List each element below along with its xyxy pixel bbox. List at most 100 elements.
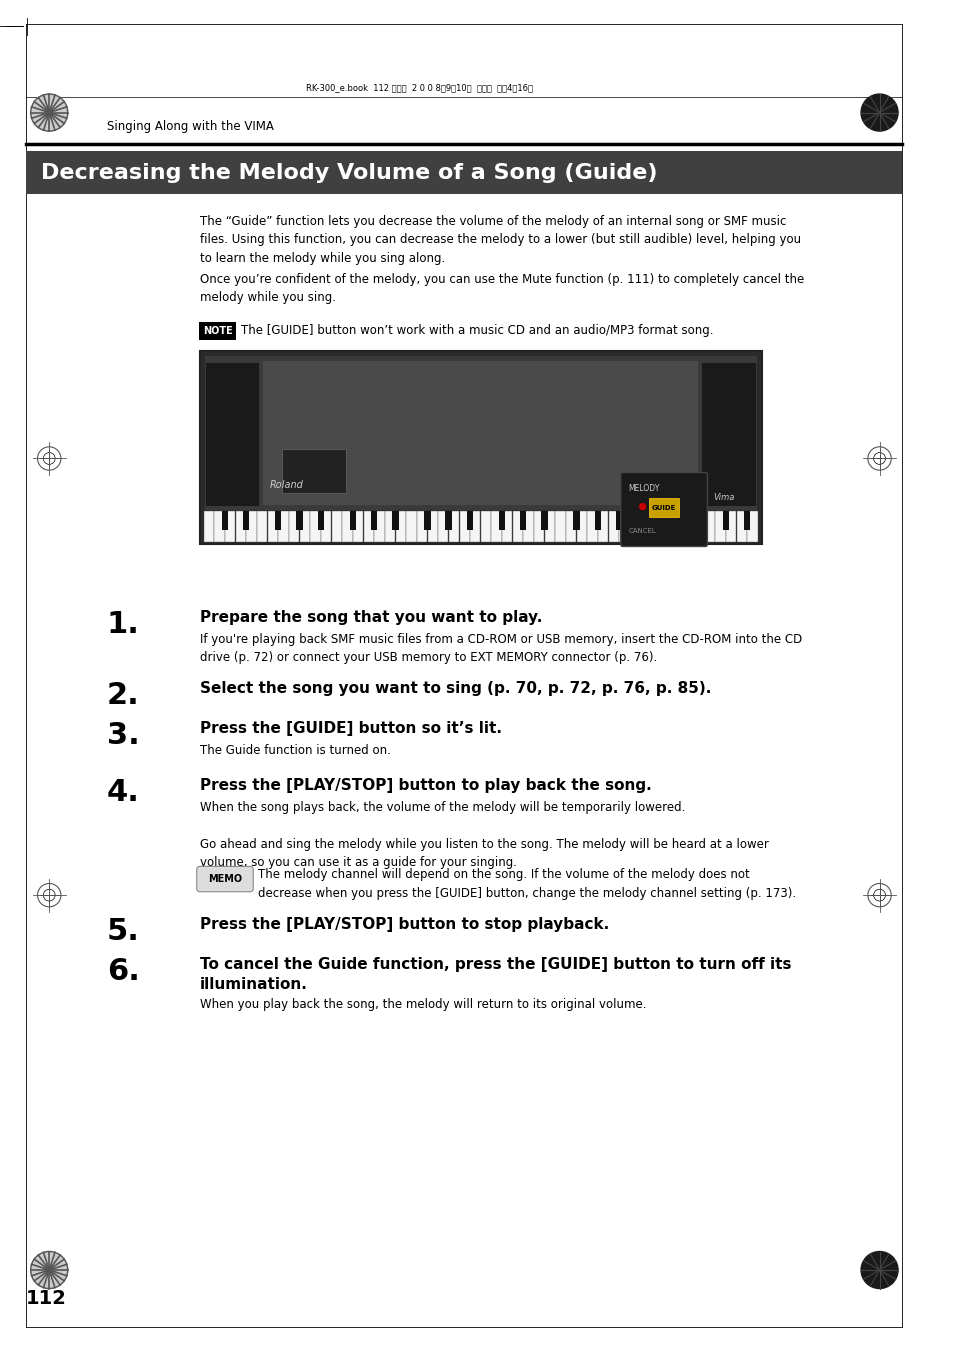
- FancyBboxPatch shape: [594, 512, 600, 530]
- Circle shape: [861, 95, 897, 131]
- FancyBboxPatch shape: [246, 512, 256, 542]
- FancyBboxPatch shape: [374, 512, 384, 542]
- Text: 4.: 4.: [107, 778, 139, 807]
- FancyBboxPatch shape: [289, 512, 299, 542]
- FancyBboxPatch shape: [647, 512, 654, 530]
- FancyBboxPatch shape: [27, 151, 902, 195]
- Text: 112: 112: [27, 1289, 67, 1308]
- FancyBboxPatch shape: [371, 512, 376, 530]
- Text: To cancel the Guide function, press the [GUIDE] button to turn off its
illuminat: To cancel the Guide function, press the …: [199, 958, 790, 992]
- FancyBboxPatch shape: [320, 512, 331, 542]
- FancyBboxPatch shape: [310, 512, 320, 542]
- FancyBboxPatch shape: [690, 512, 697, 530]
- Text: GUIDE: GUIDE: [651, 504, 676, 511]
- FancyBboxPatch shape: [519, 512, 526, 530]
- FancyBboxPatch shape: [544, 512, 555, 542]
- Text: Roland: Roland: [270, 480, 303, 490]
- Text: Singing Along with the VIMA: Singing Along with the VIMA: [107, 120, 274, 134]
- FancyBboxPatch shape: [198, 322, 236, 339]
- Text: When you play back the song, the melody will return to its original volume.: When you play back the song, the melody …: [199, 998, 645, 1012]
- FancyBboxPatch shape: [661, 512, 672, 542]
- FancyBboxPatch shape: [243, 512, 249, 530]
- FancyBboxPatch shape: [199, 351, 760, 543]
- FancyBboxPatch shape: [682, 512, 693, 542]
- FancyBboxPatch shape: [534, 512, 544, 542]
- FancyBboxPatch shape: [491, 512, 501, 542]
- FancyBboxPatch shape: [618, 512, 629, 542]
- FancyBboxPatch shape: [594, 512, 600, 530]
- Text: The [GUIDE] button won’t work with a music CD and an audio/MP3 format song.: The [GUIDE] button won’t work with a mus…: [240, 324, 712, 338]
- Text: When the song plays back, the volume of the melody will be temporarily lowered.
: When the song plays back, the volume of …: [199, 801, 768, 870]
- Text: Press the [PLAY/STOP] button to stop playback.: Press the [PLAY/STOP] button to stop pla…: [199, 917, 608, 932]
- FancyBboxPatch shape: [598, 512, 608, 542]
- FancyBboxPatch shape: [501, 512, 512, 542]
- FancyBboxPatch shape: [498, 512, 505, 530]
- FancyBboxPatch shape: [427, 512, 437, 542]
- FancyBboxPatch shape: [296, 512, 302, 530]
- FancyBboxPatch shape: [445, 512, 452, 530]
- FancyBboxPatch shape: [725, 512, 736, 542]
- FancyBboxPatch shape: [204, 512, 213, 542]
- FancyBboxPatch shape: [620, 473, 707, 547]
- Text: Press the [PLAY/STOP] button to play back the song.: Press the [PLAY/STOP] button to play bac…: [199, 778, 651, 793]
- Text: Press the [GUIDE] button so it’s lit.: Press the [GUIDE] button so it’s lit.: [199, 721, 501, 736]
- FancyBboxPatch shape: [466, 512, 473, 530]
- FancyBboxPatch shape: [672, 512, 682, 542]
- FancyBboxPatch shape: [371, 512, 376, 530]
- FancyBboxPatch shape: [459, 512, 469, 542]
- FancyBboxPatch shape: [392, 512, 398, 530]
- FancyBboxPatch shape: [466, 512, 473, 530]
- FancyBboxPatch shape: [540, 512, 547, 530]
- FancyBboxPatch shape: [204, 355, 756, 509]
- FancyBboxPatch shape: [736, 512, 746, 542]
- FancyBboxPatch shape: [225, 512, 235, 542]
- FancyBboxPatch shape: [317, 512, 324, 530]
- Text: MELODY: MELODY: [628, 484, 659, 493]
- FancyBboxPatch shape: [282, 449, 345, 493]
- FancyBboxPatch shape: [363, 512, 374, 542]
- FancyBboxPatch shape: [221, 512, 228, 530]
- FancyBboxPatch shape: [616, 512, 621, 530]
- FancyBboxPatch shape: [513, 512, 522, 542]
- Text: CANCEL: CANCEL: [628, 528, 656, 534]
- FancyBboxPatch shape: [416, 512, 427, 542]
- FancyBboxPatch shape: [449, 512, 458, 542]
- FancyBboxPatch shape: [480, 512, 491, 542]
- FancyBboxPatch shape: [424, 512, 430, 530]
- Text: RK-300_e.book  112 ページ  2 0 0 8年9月10日  水曜日  午後4晈16分: RK-300_e.book 112 ページ 2 0 0 8年9月10日 水曜日 …: [306, 84, 533, 92]
- Text: 1.: 1.: [107, 609, 139, 639]
- FancyBboxPatch shape: [445, 512, 452, 530]
- Text: Prepare the song that you want to play.: Prepare the song that you want to play.: [199, 609, 541, 624]
- FancyBboxPatch shape: [743, 512, 749, 530]
- FancyBboxPatch shape: [616, 512, 621, 530]
- FancyBboxPatch shape: [540, 512, 547, 530]
- FancyBboxPatch shape: [268, 512, 277, 542]
- FancyBboxPatch shape: [715, 512, 725, 542]
- FancyBboxPatch shape: [205, 363, 259, 505]
- FancyBboxPatch shape: [296, 512, 302, 530]
- Text: Vima: Vima: [712, 493, 734, 503]
- FancyBboxPatch shape: [299, 512, 310, 542]
- FancyBboxPatch shape: [342, 512, 353, 542]
- FancyBboxPatch shape: [640, 512, 650, 542]
- Circle shape: [639, 504, 645, 509]
- FancyBboxPatch shape: [523, 512, 533, 542]
- FancyBboxPatch shape: [256, 512, 267, 542]
- FancyBboxPatch shape: [555, 512, 565, 542]
- FancyBboxPatch shape: [214, 512, 225, 542]
- FancyBboxPatch shape: [693, 512, 703, 542]
- FancyBboxPatch shape: [235, 512, 246, 542]
- FancyBboxPatch shape: [470, 512, 480, 542]
- FancyBboxPatch shape: [651, 512, 661, 542]
- FancyBboxPatch shape: [196, 866, 253, 892]
- FancyBboxPatch shape: [437, 512, 448, 542]
- FancyBboxPatch shape: [721, 512, 728, 530]
- FancyBboxPatch shape: [317, 512, 324, 530]
- Text: The Guide function is turned on.: The Guide function is turned on.: [199, 744, 390, 757]
- Text: 5.: 5.: [107, 917, 139, 946]
- FancyBboxPatch shape: [573, 512, 579, 530]
- FancyBboxPatch shape: [332, 512, 341, 542]
- FancyBboxPatch shape: [392, 512, 398, 530]
- FancyBboxPatch shape: [669, 512, 675, 530]
- FancyBboxPatch shape: [746, 512, 757, 542]
